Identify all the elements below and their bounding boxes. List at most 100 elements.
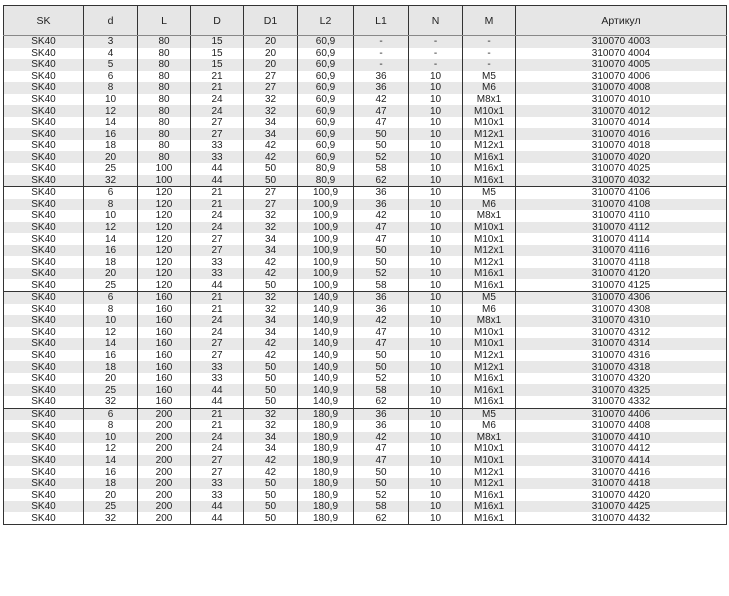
table-cell: 36: [353, 291, 409, 304]
table-cell: 10: [408, 128, 463, 140]
table-cell: 310070 4332: [515, 395, 727, 408]
table-cell: 25: [83, 384, 138, 396]
table-cell: 140,9: [297, 349, 354, 362]
table-cell: M10x1: [462, 105, 516, 117]
table-cell: 50: [243, 163, 298, 175]
table-cell: 140,9: [297, 303, 354, 316]
table-cell: 34: [243, 315, 298, 327]
table-row: SK40 16 80 27 34 60,9 50 10 M12x1 310070 4016: [3, 128, 727, 140]
table-cell: M10x1: [462, 116, 516, 129]
table-cell: -: [462, 47, 516, 60]
table-row: SK40 4 80 15 20 60,9- - -310070 4004: [3, 47, 727, 60]
table-cell: SK40: [3, 454, 84, 467]
table-cell: 32: [243, 291, 298, 304]
table-cell: 36: [353, 420, 409, 432]
table-cell: 310070 4114: [515, 233, 727, 245]
table-cell: SK40: [3, 466, 84, 478]
table-row: SK40 32 100 44 50 80,9 62 10 M16x1 310070 4032: [3, 174, 727, 187]
table-cell: 18: [83, 361, 138, 373]
table-cell: 200: [137, 512, 191, 525]
table-cell: 310070 4110: [515, 210, 727, 222]
table-cell: 310070 4318: [515, 361, 727, 373]
table-cell: 310070 4425: [515, 500, 727, 513]
table-cell: 310070 4020: [515, 151, 727, 164]
table-row: SK40 25 100 44 50 80,9 58 10 M16x1 310070 4025: [3, 163, 727, 175]
table-cell: 140,9: [297, 372, 354, 385]
table-cell: 24: [190, 443, 244, 455]
table-cell: -: [353, 35, 409, 48]
table-row: SK40 20 120 33 42 100,9 52 10 M16x1 310070 4120: [3, 267, 727, 280]
table-cell: 14: [83, 233, 138, 245]
table-cell: 10: [408, 163, 463, 175]
table-cell: 310070 4025: [515, 163, 727, 175]
table-cell: SK40: [3, 70, 84, 83]
table-cell: 120: [137, 186, 191, 199]
table-cell: 27: [190, 454, 244, 467]
table-cell: 310070 4410: [515, 431, 727, 444]
table-cell: 62: [353, 512, 409, 525]
table-cell: 10: [408, 443, 463, 455]
table-cell: 310070 4010: [515, 93, 727, 106]
table-cell: M10x1: [462, 233, 516, 245]
table-cell: 10: [408, 489, 463, 501]
table-cell: SK40: [3, 372, 84, 385]
table-cell: 100: [137, 174, 191, 187]
table-cell: 10: [408, 291, 463, 304]
table-cell: 20: [243, 47, 298, 60]
table-cell: 160: [137, 361, 191, 373]
table-cell: 60,9: [297, 139, 354, 152]
table-cell: 310070 4014: [515, 116, 727, 129]
table-cell: 160: [137, 384, 191, 396]
table-cell: 18: [83, 256, 138, 268]
table-cell: 60,9: [297, 116, 354, 129]
table-cell: 200: [137, 454, 191, 467]
table-cell: 42: [243, 151, 298, 164]
table-row: SK40 14 160 27 42 140,9 47 10 M10x1 310070 4314: [3, 338, 727, 350]
table-cell: 310070 4406: [515, 407, 727, 421]
table-row: SK40 8 160 21 32 140,9 36 10 M6 310070 4308: [3, 303, 727, 316]
table-cell: 80: [137, 151, 191, 164]
table-row: SK40 14 120 27 34 100,9 47 10 M10x1 310070 4114: [3, 233, 727, 245]
table-cell: 15: [190, 35, 244, 48]
table-cell: 36: [353, 186, 409, 199]
table-cell: 34: [243, 244, 298, 257]
table-cell: M12x1: [462, 139, 516, 152]
table-cell: SK40: [3, 256, 84, 268]
table-cell: 10: [408, 279, 463, 292]
table-cell: 33: [190, 256, 244, 268]
table-cell: 80: [137, 70, 191, 83]
table-cell: -: [408, 35, 463, 48]
table-cell: 10: [408, 361, 463, 373]
table-row: SK40 8 120 21 27 100,9 36 10 M6 310070 4108: [3, 198, 727, 211]
table-cell: M10x1: [462, 326, 516, 339]
table-cell: 160: [137, 372, 191, 385]
table-cell: 100,9: [297, 221, 354, 234]
table-cell: 180,9: [297, 407, 354, 421]
table-cell: M16x1: [462, 163, 516, 175]
table-cell: 200: [137, 407, 191, 421]
table-cell: 310070 4432: [515, 512, 727, 525]
table-cell: 36: [353, 407, 409, 421]
table-cell: 60,9: [297, 47, 354, 60]
table-cell: 10: [408, 395, 463, 408]
table-cell: 200: [137, 466, 191, 478]
table-cell: 140,9: [297, 291, 354, 304]
table-cell: 10: [408, 500, 463, 513]
table-cell: -: [353, 47, 409, 60]
table-cell: M5: [462, 70, 516, 83]
table-cell: 42: [243, 338, 298, 350]
column-header: L1: [353, 5, 409, 36]
table-cell: 20: [243, 59, 298, 71]
table-cell: 180,9: [297, 443, 354, 455]
table-cell: 60,9: [297, 151, 354, 164]
table-cell: 310070 4032: [515, 174, 727, 187]
table-cell: 32: [243, 210, 298, 222]
table-cell: 42: [243, 454, 298, 467]
table-row: SK40 14 80 27 34 60,9 47 10 M10x1 310070 4014: [3, 116, 727, 129]
table-cell: 33: [190, 139, 244, 152]
table-cell: 36: [353, 198, 409, 211]
table-cell: M5: [462, 291, 516, 304]
table-cell: 50: [353, 349, 409, 362]
table-cell: 310070 4325: [515, 384, 727, 396]
table-cell: 80: [137, 35, 191, 48]
